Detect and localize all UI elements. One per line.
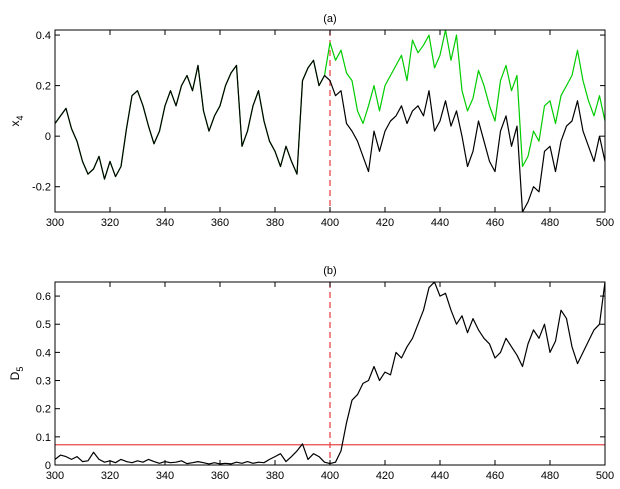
y-tick-label: -0.2	[32, 182, 51, 194]
panel-b: (b) D5 300 320 340 360 380 400 420 440 460 480 500 0 0…	[8, 265, 614, 482]
y-tick-label: 0.6	[36, 291, 51, 303]
x-tick-label: 460	[486, 217, 504, 229]
x-tick-label: 300	[46, 470, 64, 482]
x-tick-label: 420	[376, 470, 394, 482]
y-axis-label-subscript: 5	[15, 367, 25, 372]
y-tick-label: 0.2	[36, 404, 51, 416]
y-tick-label: 0.3	[36, 376, 51, 388]
x-tick-label: 380	[266, 470, 284, 482]
x-tick-label: 420	[376, 217, 394, 229]
x-tick-label: 500	[596, 470, 614, 482]
x-tick-label: 360	[211, 217, 229, 229]
x-tick-label: 440	[431, 217, 449, 229]
y-tick-label: 0.1	[36, 432, 51, 444]
y-tick-label: 0	[45, 460, 51, 472]
panel-title: (b)	[323, 265, 336, 277]
x-tick-label: 480	[541, 470, 559, 482]
y-axis-label-main: x	[8, 121, 22, 127]
x-tick-label: 320	[101, 470, 119, 482]
x-tick-label: 460	[486, 470, 504, 482]
x-tick-label: 400	[321, 470, 339, 482]
y-axis-label-main: D	[8, 371, 22, 380]
y-tick-label: 0	[45, 131, 51, 143]
panel-title: (a)	[323, 13, 336, 25]
x-tick-label: 480	[541, 217, 559, 229]
x-tick-label: 300	[46, 217, 64, 229]
y-axis-label: D5	[8, 367, 25, 381]
y-tick-label: 0.2	[36, 81, 51, 93]
x-tick-label: 340	[156, 217, 174, 229]
y-axis-label-subscript: 4	[15, 115, 25, 120]
y-tick-label: 0.5	[36, 319, 51, 331]
series-line-black	[55, 59, 605, 212]
x-tick-label: 320	[101, 217, 119, 229]
x-tick-label: 380	[266, 217, 284, 229]
panel-a: (a) x4 300 320 340 360 380 400 420 440 460 480 500 -0…	[8, 13, 614, 229]
y-tick-label: 0.4	[36, 30, 51, 42]
y-axis-label: x4	[8, 115, 25, 126]
x-tick-label: 440	[431, 470, 449, 482]
x-tick-label: 340	[156, 470, 174, 482]
x-tick-label: 400	[321, 217, 339, 229]
x-tick-label: 500	[596, 217, 614, 229]
y-tick-label: 0.4	[36, 347, 51, 359]
x-tick-label: 360	[211, 470, 229, 482]
